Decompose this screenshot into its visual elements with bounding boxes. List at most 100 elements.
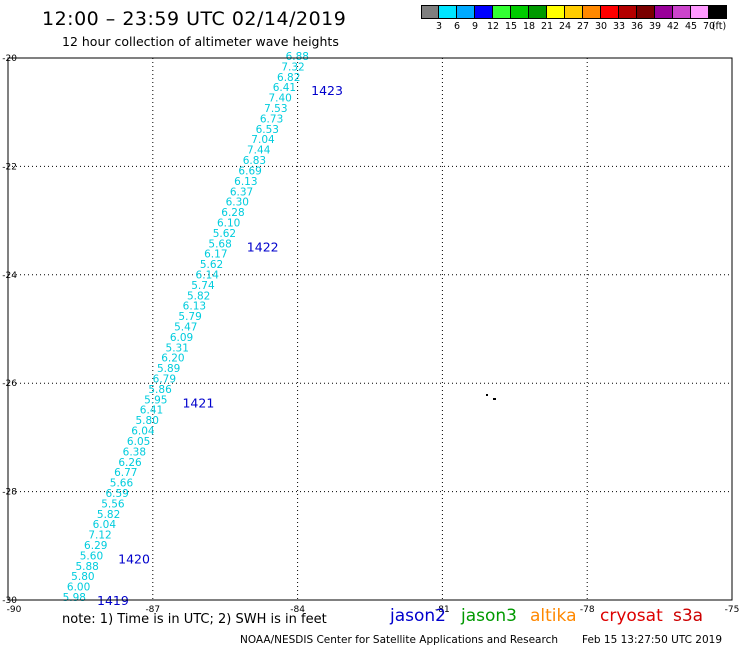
wave-height-value: 5.82 (97, 509, 120, 521)
wave-height-value: 6.00 (67, 582, 90, 594)
color-legend (421, 5, 727, 19)
wave-height-value: 6.53 (256, 124, 279, 136)
lon-tick-label: -78 (580, 605, 595, 615)
wave-height-value: 7.53 (264, 103, 287, 115)
wave-height-value: 6.14 (196, 269, 220, 281)
legend-label: 36 (630, 21, 644, 32)
legend-swatch (709, 5, 727, 19)
wave-height-value: 6.88 (286, 51, 309, 63)
wave-height-value: 6.30 (226, 197, 249, 209)
wave-height-value: 6.17 (204, 249, 227, 261)
lat-tick-label: -22 (2, 162, 17, 172)
legend-label: 30 (594, 21, 608, 32)
legend-label: 70 (702, 21, 716, 32)
legend-label: 24 (558, 21, 572, 32)
wave-height-value: 6.77 (114, 467, 137, 479)
wave-height-value: 7.40 (268, 93, 291, 105)
wave-height-value: 6.37 (230, 186, 253, 198)
wave-height-value: 7.44 (247, 145, 271, 157)
wave-height-value: 6.41 (273, 82, 296, 94)
legend-swatch (637, 5, 655, 19)
legend-swatch (691, 5, 709, 19)
legend-label: 21 (540, 21, 554, 32)
map-frame (7, 57, 733, 601)
wave-height-value: 5.95 (144, 394, 167, 406)
wave-height-value: 5.74 (191, 280, 215, 292)
legend-swatch (673, 5, 691, 19)
lon-tick-label: -81 (435, 605, 450, 615)
legend-label: 18 (522, 21, 536, 32)
wave-height-value: 6.20 (161, 353, 184, 365)
wave-height-value: 6.26 (118, 457, 142, 469)
land-speck (486, 394, 488, 396)
lon-tick-label: -87 (145, 605, 160, 615)
wave-height-value: 6.82 (277, 72, 300, 84)
wave-height-value: 6.79 (153, 374, 176, 386)
satellite-jason2: jason2 (390, 606, 446, 626)
wave-height-value: 5.60 (80, 550, 103, 562)
wave-height-value: 5.56 (101, 498, 125, 510)
legend-swatch (529, 5, 547, 19)
legend-label: 12 (486, 21, 500, 32)
wave-height-value: 5.62 (200, 259, 223, 271)
wave-height-value: 7.04 (251, 134, 275, 146)
wave-height-value: 6.05 (127, 436, 150, 448)
legend-label: 15 (504, 21, 518, 32)
wave-height-value: 5.68 (208, 238, 231, 250)
wave-height-value: 5.98 (63, 592, 86, 604)
wave-height-value: 6.38 (123, 446, 146, 458)
lon-tick-label: -90 (7, 605, 22, 615)
legend-swatch (493, 5, 511, 19)
wave-height-value: 5.79 (178, 311, 201, 323)
units-note: note: 1) Time is in UTC; 2) SWH is in fe… (62, 612, 327, 627)
wave-height-value: 6.28 (221, 207, 244, 219)
satellite-cryosat: cryosat (600, 606, 663, 626)
wave-height-value: 5.66 (110, 478, 134, 490)
time-label: 1422 (247, 239, 279, 254)
wave-height-value: 6.04 (131, 426, 155, 438)
legend-swatch (619, 5, 637, 19)
legend-label: 6 (453, 21, 461, 32)
wave-height-value: 5.80 (71, 571, 94, 583)
wave-height-value: 5.82 (187, 290, 210, 302)
wave-height-value: 5.80 (136, 415, 159, 427)
credit-line: NOAA/NESDIS Center for Satellite Applica… (240, 634, 558, 646)
legend-swatch (655, 5, 673, 19)
satellite-jason3: jason3 (461, 606, 517, 626)
wave-height-value: 5.62 (213, 228, 236, 240)
wave-height-value: 5.89 (157, 363, 180, 375)
wave-height-value: 6.59 (105, 488, 128, 500)
legend-label: 3 (435, 21, 443, 32)
lon-tick-label: -75 (725, 605, 740, 615)
altimeter-track: 6.887.326.826.417.407.536.736.537.047.44… (63, 51, 309, 604)
time-label: 1421 (182, 395, 214, 410)
wave-height-value: 7.12 (88, 530, 111, 542)
wave-height-value: 6.41 (140, 405, 163, 417)
legend-label: 42 (666, 21, 680, 32)
legend-swatch (439, 5, 457, 19)
subtitle: 12 hour collection of altimeter wave hei… (62, 34, 339, 49)
legend-swatch (565, 5, 583, 19)
satellite-altika: altika (530, 606, 577, 626)
generated-timestamp: Feb 15 13:27:50 UTC 2019 (582, 634, 722, 646)
wave-height-value: 6.13 (183, 301, 206, 313)
land-speck (493, 398, 496, 400)
map-grid (8, 58, 732, 600)
lat-tick-label: -26 (2, 379, 17, 389)
title: 12:00 – 23:59 UTC 02/14/2019 (42, 8, 347, 30)
lat-tick-label: -20 (2, 54, 17, 64)
lat-tick-label: -30 (2, 596, 17, 606)
wave-height-value: 6.73 (260, 113, 283, 125)
legend-swatch (511, 5, 529, 19)
wave-height-value: 6.83 (243, 155, 266, 167)
wave-height-value: 5.47 (174, 322, 197, 334)
wave-height-value: 7.32 (281, 61, 304, 73)
lat-tick-label: -28 (2, 488, 17, 498)
wave-height-value: 5.31 (166, 342, 189, 354)
lat-tick-label: -24 (2, 271, 17, 281)
wave-height-value: 6.69 (238, 165, 261, 177)
axis-ticks: -90 -87 -84 -81 -78 -75 -20 -22 -24 -26 -28 -30 (2, 54, 739, 615)
legend-swatch (475, 5, 493, 19)
legend-swatch (601, 5, 619, 19)
